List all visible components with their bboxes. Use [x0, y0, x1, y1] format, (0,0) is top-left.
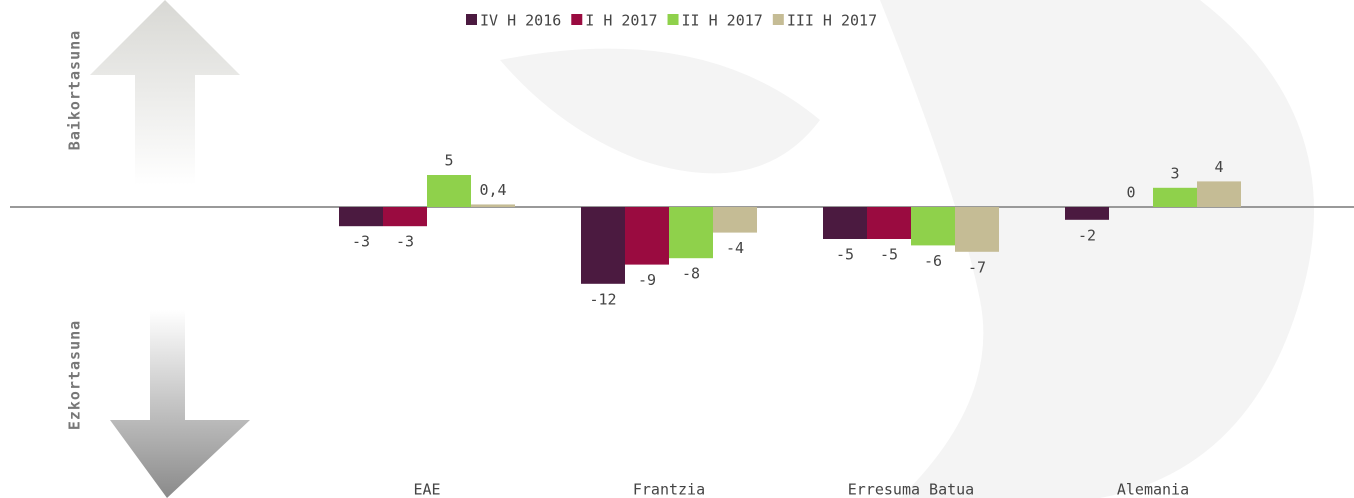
x-tick-label: Alemania: [1117, 481, 1189, 498]
x-tick-label: EAE: [413, 481, 440, 498]
bar: [471, 204, 515, 207]
bar: [339, 207, 383, 227]
value-label: 3: [1170, 164, 1179, 182]
bar: [625, 207, 669, 265]
legend-label: I H 2017: [585, 12, 657, 30]
value-label: -4: [726, 239, 744, 257]
value-label: -8: [682, 265, 700, 283]
bar: [581, 207, 625, 284]
value-label: -12: [589, 290, 616, 308]
legend-swatch: [466, 14, 477, 25]
value-label: -7: [968, 258, 986, 276]
bar: [383, 207, 427, 227]
bar: [867, 207, 911, 239]
bar: [713, 207, 757, 233]
value-label: 4: [1214, 158, 1223, 176]
x-tick-label: Erresuma Batua: [848, 481, 974, 498]
negative-arrow: [110, 310, 250, 498]
value-label: -3: [352, 233, 370, 251]
bar: [955, 207, 999, 252]
legend-label: II H 2017: [682, 12, 763, 30]
value-label: -9: [638, 271, 656, 289]
value-label: -2: [1078, 226, 1096, 244]
legend-swatch: [772, 14, 784, 25]
value-label: -3: [396, 233, 414, 251]
bar: [669, 207, 713, 259]
bar: [1065, 207, 1109, 220]
legend-label: IV H 2016: [480, 12, 561, 30]
positive-label: Baikortasuna: [66, 30, 84, 150]
x-tick-label: Frantzia: [633, 481, 705, 498]
legend-swatch: [571, 14, 583, 25]
bar: [911, 207, 955, 246]
bar: [1197, 181, 1241, 207]
bar: [1153, 187, 1197, 207]
bar: [823, 207, 867, 239]
value-label: 0,4: [479, 181, 506, 199]
value-label: -6: [924, 252, 942, 270]
legend-label: III H 2017: [787, 12, 877, 30]
value-label: -5: [880, 246, 898, 264]
watermark: [500, 0, 1315, 498]
value-label: 0: [1126, 184, 1135, 202]
value-label: -5: [836, 246, 854, 264]
bar: [427, 175, 471, 207]
legend-swatch: [667, 14, 679, 25]
value-label: 5: [444, 152, 453, 170]
positive-arrow: [90, 0, 240, 185]
negative-label: Ezkortasuna: [66, 320, 84, 430]
